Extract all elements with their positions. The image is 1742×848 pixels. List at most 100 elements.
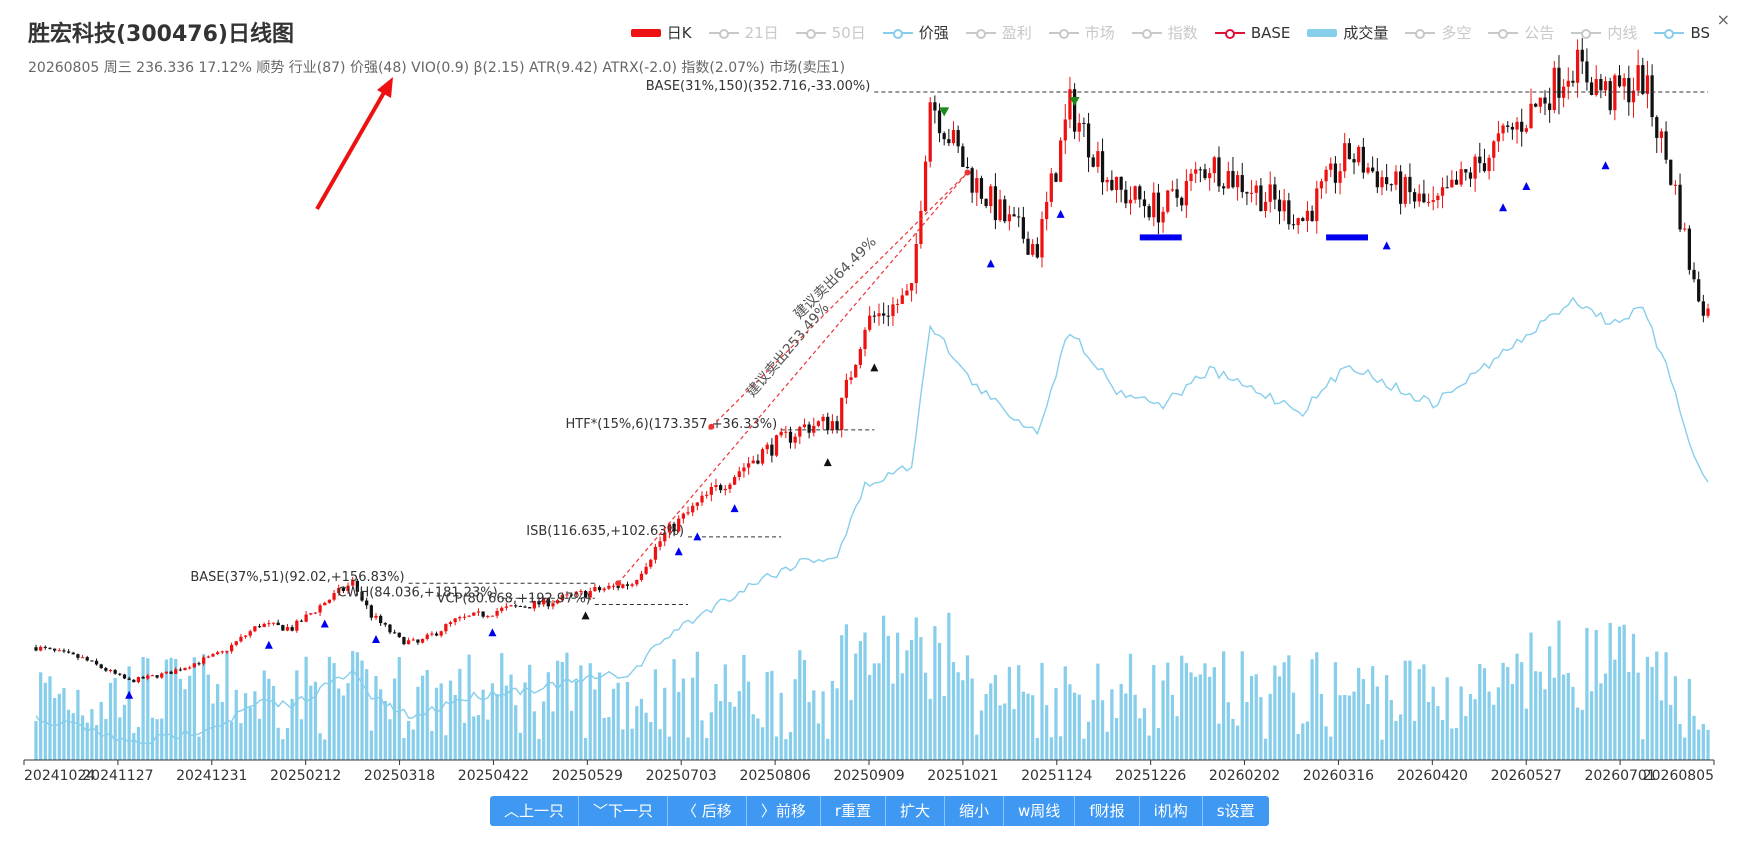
volume-bar (649, 722, 653, 760)
legend-item-9[interactable]: 多空 (1404, 22, 1471, 43)
next-button[interactable]: ﹀下一只 (579, 796, 669, 826)
x-tick-label: 20260805 (1643, 768, 1714, 784)
volume-bar (99, 701, 103, 760)
volume-bar (1217, 723, 1221, 760)
volume-bar (1301, 723, 1305, 760)
candle (383, 622, 387, 627)
volume-bar (1114, 718, 1119, 760)
finance-button[interactable]: f财报 (1075, 796, 1140, 826)
volume-bar (1496, 687, 1501, 760)
forward-button[interactable]: 〉前移 (746, 796, 821, 826)
legend-item-10[interactable]: 公告 (1487, 22, 1554, 43)
legend-item-11[interactable]: 内线 (1570, 22, 1637, 43)
reset-button[interactable]: r重置 (820, 796, 886, 826)
candle (602, 587, 606, 593)
volume-bar (1315, 652, 1319, 760)
legend-item-0[interactable]: 日K (630, 22, 692, 43)
candle (108, 669, 113, 673)
candle (248, 629, 252, 638)
legend-item-1[interactable]: 21日 (708, 22, 779, 43)
candle (905, 284, 909, 296)
stock-chart[interactable]: BASE(31%,150)(352.716,-33.00%) HTF*(15%,6… (0, 0, 1742, 790)
volume-bar (1277, 676, 1282, 760)
candle (686, 506, 690, 516)
volume-bar (1049, 737, 1053, 760)
back-button[interactable]: 〈 后移 (668, 796, 747, 826)
volume-bar (444, 735, 448, 760)
volume-bar (365, 669, 369, 760)
volume-bar (1077, 694, 1081, 760)
volume-bar (113, 677, 117, 760)
weekly-button[interactable]: w周线 (1004, 796, 1076, 826)
candle (1366, 162, 1370, 175)
volume-bar (211, 703, 215, 760)
candle (1408, 163, 1412, 204)
candle (751, 455, 755, 464)
volume-bar (583, 737, 588, 760)
volume-bar (1347, 695, 1352, 760)
candle (313, 612, 318, 615)
candle (211, 653, 215, 658)
candle (765, 442, 769, 455)
volume-bar (160, 718, 164, 760)
candle (663, 528, 667, 547)
legend-item-7[interactable]: BASE (1214, 24, 1290, 42)
legend-item-8[interactable]: 成交量 (1306, 22, 1388, 43)
candle (653, 543, 658, 564)
legend-line-icon (708, 26, 740, 40)
institution-button[interactable]: i机构 (1139, 796, 1203, 826)
candle (290, 624, 294, 632)
volume-bar (202, 654, 206, 760)
volume-bar (150, 717, 155, 760)
prev-button[interactable]: ︿上一只 (490, 796, 580, 826)
volume-bar (104, 719, 108, 760)
volume-bar (169, 657, 173, 760)
legend-line-icon (1131, 26, 1163, 40)
volume-bar (1487, 691, 1491, 760)
settings-button[interactable]: s设置 (1202, 796, 1269, 826)
candle (1133, 185, 1137, 204)
legend-item-5[interactable]: 市场 (1048, 22, 1115, 43)
candle (1180, 196, 1184, 212)
legend-item-4[interactable]: 盈利 (965, 22, 1032, 43)
volume-bar (788, 732, 793, 760)
volume-bar (714, 683, 718, 760)
volume-bar (1194, 676, 1198, 760)
volume-bar (225, 650, 229, 760)
volume-bar (1501, 662, 1505, 760)
legend-item-2[interactable]: 50日 (795, 22, 866, 43)
volume-bars (34, 612, 1710, 760)
zoom-in-button[interactable]: 扩大 (886, 796, 946, 826)
legend-item-3[interactable]: 价强 (882, 22, 949, 43)
legend-item-12[interactable]: BS (1653, 24, 1710, 42)
candle (1245, 191, 1249, 206)
buy-signal-icon (1499, 203, 1508, 212)
candle (183, 667, 187, 671)
candle (858, 346, 862, 369)
legend-item-6[interactable]: 指数 (1131, 22, 1198, 43)
volume-bar (1482, 668, 1487, 760)
candle (104, 666, 108, 673)
volume-bar (388, 719, 392, 760)
volume-bar (742, 654, 746, 760)
volume-bar (486, 719, 490, 760)
volume-bar (1589, 691, 1594, 760)
close-icon[interactable]: × (1716, 10, 1730, 29)
candle (1235, 170, 1240, 201)
candle (719, 483, 723, 494)
volume-bar (1436, 706, 1440, 760)
volume-bar (1100, 700, 1105, 760)
candle (700, 491, 704, 507)
candle (1496, 121, 1501, 153)
candle (1175, 178, 1179, 207)
candle (970, 166, 974, 203)
candle (793, 433, 797, 449)
candle (900, 288, 904, 304)
volume-bar (723, 664, 727, 760)
candle (579, 589, 583, 596)
candle (1515, 117, 1519, 144)
volume-bar (1068, 684, 1072, 760)
candle (1492, 139, 1496, 172)
zoom-out-button[interactable]: 缩小 (945, 796, 1005, 826)
